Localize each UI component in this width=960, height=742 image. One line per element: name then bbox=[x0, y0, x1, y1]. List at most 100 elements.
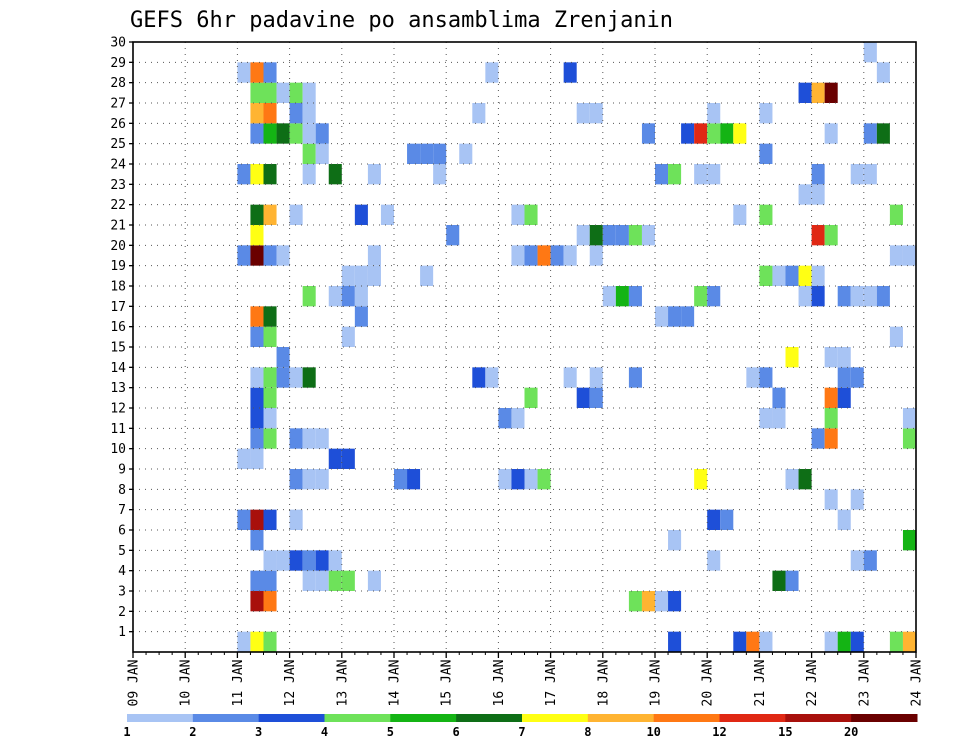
precip-cell bbox=[824, 123, 838, 144]
y-tick-label: 24 bbox=[110, 158, 126, 173]
x-tick-label: 16 JAN bbox=[492, 660, 507, 707]
precip-cell bbox=[641, 591, 655, 612]
precip-cell bbox=[863, 286, 877, 307]
precip-cell bbox=[863, 42, 877, 63]
y-tick-label: 13 bbox=[110, 381, 126, 396]
precip-cell bbox=[720, 123, 734, 144]
precip-cell bbox=[850, 631, 864, 652]
precip-cell bbox=[824, 489, 838, 510]
chart-title: GEFS 6hr padavine po ansamblima Zrenjani… bbox=[130, 8, 673, 33]
x-tick-label: 15 JAN bbox=[440, 660, 455, 707]
precip-cell bbox=[302, 103, 316, 124]
precip-cell bbox=[537, 469, 551, 490]
precip-cell bbox=[315, 550, 329, 571]
x-axis: 09 JAN 10 JAN 11 JAN 12 JAN 13 JAN 14 JAN 15 J… bbox=[127, 652, 925, 706]
precip-cell bbox=[733, 123, 747, 144]
precip-cell bbox=[263, 387, 277, 408]
precip-cell bbox=[367, 245, 381, 266]
colorbar-label: 2 bbox=[189, 725, 196, 739]
precip-cell bbox=[837, 387, 851, 408]
precip-cell bbox=[550, 245, 564, 266]
precip-cell bbox=[889, 631, 903, 652]
colorbar-swatch bbox=[851, 714, 918, 722]
precip-cell bbox=[668, 631, 682, 652]
colorbar-label: 15 bbox=[778, 725, 792, 739]
precip-cell bbox=[250, 164, 264, 185]
precip-cell bbox=[433, 164, 447, 185]
y-tick-label: 29 bbox=[110, 56, 126, 71]
colorbar-label: 3 bbox=[255, 725, 262, 739]
y-tick-label: 11 bbox=[110, 422, 126, 437]
precip-cell bbox=[289, 123, 303, 144]
precip-cell bbox=[785, 469, 799, 490]
precip-cell bbox=[537, 245, 551, 266]
precip-cell bbox=[276, 245, 290, 266]
precip-cell bbox=[276, 550, 290, 571]
precip-cell bbox=[811, 286, 825, 307]
precip-cell bbox=[863, 550, 877, 571]
precip-cell bbox=[315, 123, 329, 144]
x-tick-label: 10 JAN bbox=[179, 660, 194, 707]
precip-cell bbox=[250, 591, 264, 612]
precip-cell bbox=[250, 367, 264, 388]
precip-cell bbox=[250, 123, 264, 144]
x-tick-label: 18 JAN bbox=[596, 660, 611, 707]
precip-cell bbox=[668, 164, 682, 185]
precip-cell bbox=[759, 367, 773, 388]
precip-cell bbox=[798, 469, 812, 490]
precip-cell bbox=[302, 123, 316, 144]
y-axis: 1234567891011121314151617181920212223242… bbox=[110, 36, 133, 640]
precip-cell bbox=[354, 204, 368, 225]
precip-cell bbox=[655, 591, 669, 612]
precip-cell bbox=[772, 387, 786, 408]
colorbar: 1 2 3 4 5 6 7 8 10 12 15 20 bbox=[123, 714, 918, 739]
x-tick-label: 11 JAN bbox=[231, 660, 246, 707]
precip-cell bbox=[824, 631, 838, 652]
precip-cell bbox=[263, 306, 277, 327]
precip-cell bbox=[511, 245, 525, 266]
colorbar-label: 1 bbox=[123, 725, 130, 739]
x-tick-label: 17 JAN bbox=[544, 660, 559, 707]
precip-cell bbox=[628, 286, 642, 307]
precip-cell bbox=[354, 306, 368, 327]
precip-cell bbox=[563, 62, 577, 83]
precip-cell bbox=[811, 184, 825, 205]
x-tick-label: 12 JAN bbox=[283, 660, 298, 707]
precip-cell bbox=[250, 103, 264, 124]
precip-cell bbox=[289, 367, 303, 388]
precip-cell bbox=[237, 164, 251, 185]
precip-cell bbox=[889, 245, 903, 266]
precip-cell bbox=[694, 286, 708, 307]
precip-cell bbox=[641, 123, 655, 144]
precip-cell bbox=[889, 204, 903, 225]
x-tick-label: 21 JAN bbox=[753, 660, 768, 707]
precip-cell bbox=[641, 225, 655, 246]
precip-cell bbox=[263, 570, 277, 591]
precip-cell bbox=[589, 387, 603, 408]
precip-cell bbox=[250, 448, 264, 469]
precip-cell bbox=[589, 103, 603, 124]
precip-cell bbox=[811, 82, 825, 103]
precip-cell bbox=[902, 631, 916, 652]
y-tick-label: 25 bbox=[110, 137, 126, 152]
colorbar-label: 7 bbox=[518, 725, 525, 739]
y-tick-label: 20 bbox=[110, 239, 126, 254]
precip-cell bbox=[315, 428, 329, 449]
precip-cell bbox=[889, 326, 903, 347]
precip-cell bbox=[263, 204, 277, 225]
precip-cell bbox=[837, 367, 851, 388]
precip-cell bbox=[459, 143, 473, 164]
colorbar-swatch bbox=[456, 714, 523, 722]
precip-cell bbox=[237, 509, 251, 530]
precip-cell bbox=[850, 286, 864, 307]
precip-cell bbox=[850, 550, 864, 571]
precip-cell bbox=[668, 530, 682, 551]
precip-cell bbox=[798, 286, 812, 307]
precip-cell bbox=[498, 408, 512, 429]
precip-cell bbox=[837, 631, 851, 652]
precip-cell bbox=[589, 367, 603, 388]
precip-cell bbox=[380, 204, 394, 225]
precip-cell bbox=[668, 306, 682, 327]
precip-cell bbox=[785, 265, 799, 286]
precip-cell bbox=[472, 103, 486, 124]
